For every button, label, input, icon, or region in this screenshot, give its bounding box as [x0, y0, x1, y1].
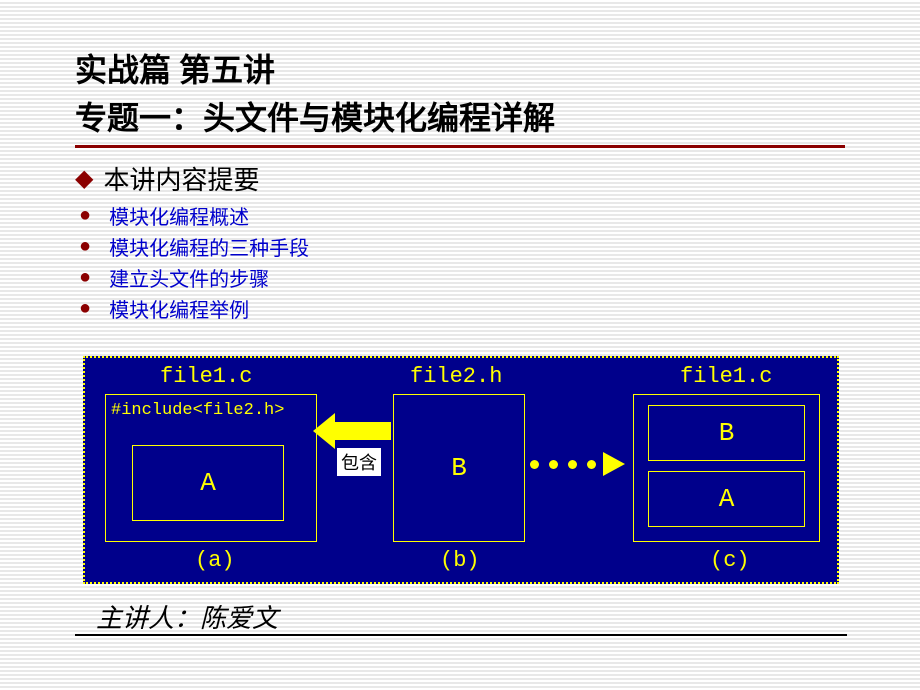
- slide-content: 实战篇 第五讲 专题一：头文件与模块化编程详解 ◆ 本讲内容提要 ● 模块化编程…: [75, 50, 855, 325]
- diamond-bullet-icon: ◆: [75, 164, 93, 193]
- file1-box: #include<file2.h> A: [105, 394, 317, 542]
- bullet-text-2: 模块化编程的三种手段: [109, 232, 309, 261]
- bullet-icon: ●: [79, 266, 91, 289]
- presenter-name: 主讲人：陈爱文: [96, 598, 278, 635]
- bullet-text-1: 模块化编程概述: [109, 201, 249, 230]
- module-a-box: A: [132, 445, 284, 521]
- file1c-box: B A: [633, 394, 820, 542]
- bullet-icon: ●: [79, 235, 91, 258]
- file1-label: file1.c: [160, 364, 252, 389]
- bullet-text-3: 建立头文件的步骤: [109, 263, 269, 292]
- title-line-2: 专题一：头文件与模块化编程详解: [75, 98, 855, 140]
- file2-box: B: [393, 394, 525, 542]
- bullet-row-1: ● 模块化编程概述: [79, 201, 855, 230]
- inner-a-box: A: [648, 471, 805, 527]
- inner-b-box: B: [648, 405, 805, 461]
- bullet-icon: ●: [79, 297, 91, 320]
- diagram-label-c: (c): [710, 548, 750, 573]
- subtitle-row: ◆ 本讲内容提要: [75, 160, 855, 197]
- file2-label: file2.h: [410, 364, 502, 389]
- bullet-row-3: ● 建立头文件的步骤: [79, 263, 855, 292]
- diagram-label-a: (a): [195, 548, 235, 573]
- title-line-1: 实战篇 第五讲: [75, 50, 855, 92]
- bullet-row-4: ● 模块化编程举例: [79, 294, 855, 323]
- title-underline: [75, 145, 845, 148]
- include-directive: #include<file2.h>: [111, 401, 284, 420]
- bullet-icon: ●: [79, 204, 91, 227]
- include-caption: 包含: [337, 448, 381, 476]
- diagram-container: file1.c file2.h file1.c #include<file2.h…: [83, 356, 839, 584]
- subtitle-text: 本讲内容提要: [103, 160, 259, 197]
- bullet-text-4: 模块化编程举例: [109, 294, 249, 323]
- dotted-arrow-icon: [530, 460, 596, 469]
- presenter-underline: [75, 634, 847, 636]
- diagram-label-b: (b): [440, 548, 480, 573]
- file1c-label: file1.c: [680, 364, 772, 389]
- result-arrow-head-icon: [603, 452, 625, 476]
- bullet-row-2: ● 模块化编程的三种手段: [79, 232, 855, 261]
